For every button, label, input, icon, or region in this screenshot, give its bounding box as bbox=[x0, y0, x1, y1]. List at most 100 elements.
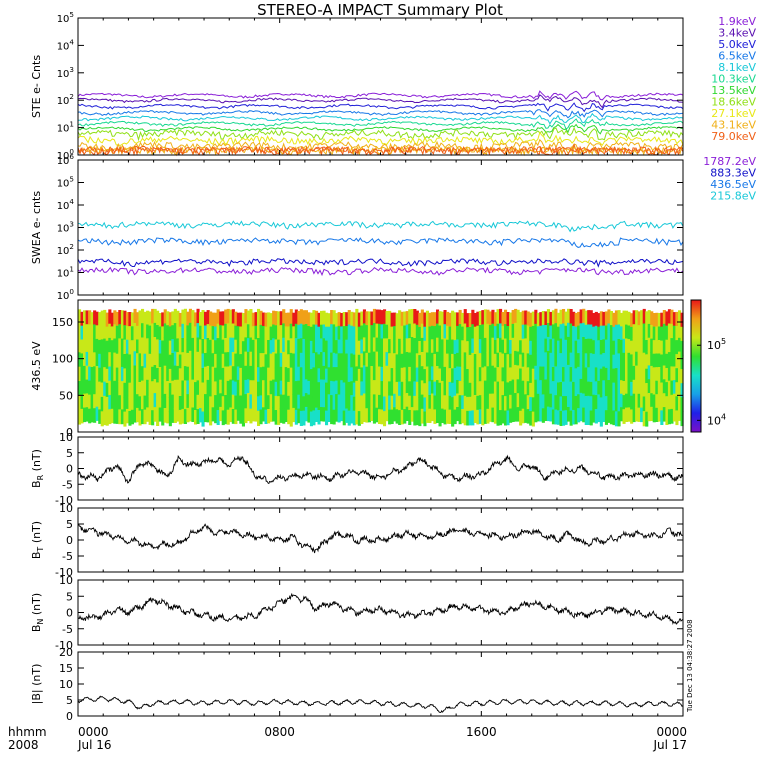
heatmap-cell bbox=[345, 353, 349, 368]
heatmap-cell bbox=[506, 396, 510, 412]
heatmap-cell bbox=[226, 352, 230, 368]
heatmap-cell bbox=[206, 407, 210, 423]
heatmap-cell bbox=[680, 411, 684, 427]
heatmap-cell bbox=[262, 339, 266, 354]
heatmap-cell bbox=[428, 312, 432, 328]
heatmap-cell bbox=[612, 396, 616, 412]
swea-ytick-label-base: 10 bbox=[57, 246, 70, 257]
heatmap-cell bbox=[219, 352, 223, 367]
heatmap-cell bbox=[521, 324, 525, 340]
heatmap-cell bbox=[317, 368, 321, 383]
heatmap-cell bbox=[325, 354, 329, 370]
heatmap-cell bbox=[471, 410, 475, 426]
ste-legend: 1.9keV3.4keV5.0keV6.5keV8.1keV10.3keV13.… bbox=[711, 15, 756, 143]
heatmap-cell bbox=[622, 381, 626, 396]
heatmap-cell bbox=[602, 366, 606, 381]
heatmap-cell bbox=[443, 324, 447, 339]
ste-ytick-label: 102 bbox=[57, 92, 74, 107]
heatmap-cell bbox=[267, 340, 271, 355]
heatmap-cell bbox=[524, 324, 528, 340]
heatmap-cell bbox=[582, 365, 586, 380]
heatmap-cell bbox=[340, 353, 344, 368]
heatmap-cell bbox=[216, 309, 220, 325]
heatmap-cell bbox=[423, 326, 427, 342]
heatmap-cell bbox=[481, 367, 485, 383]
heatmap-cell bbox=[541, 380, 545, 395]
heatmap-cell bbox=[385, 406, 389, 422]
heatmap-cell bbox=[352, 354, 356, 370]
heatmap-cell bbox=[602, 325, 606, 340]
heatmap-cell bbox=[461, 409, 465, 424]
heatmap-cell bbox=[380, 366, 384, 382]
heatmap-cell bbox=[289, 309, 293, 325]
heatmap-cell bbox=[620, 393, 624, 408]
heatmap-cell bbox=[141, 366, 145, 382]
heatmap-cell bbox=[680, 355, 684, 370]
heatmap-cell bbox=[204, 339, 208, 354]
heatmap-cell bbox=[178, 396, 182, 411]
heatmap-cell bbox=[496, 381, 500, 397]
heatmap-cell bbox=[337, 380, 341, 396]
heatmap-cell bbox=[365, 339, 369, 354]
heatmap-cell bbox=[335, 326, 339, 341]
heatmap-cell bbox=[637, 407, 641, 422]
heatmap-cell bbox=[549, 407, 553, 422]
heatmap-cell bbox=[529, 312, 533, 328]
heatmap-cell bbox=[302, 338, 306, 354]
heatmap-cell bbox=[393, 339, 397, 354]
heatmap-cell bbox=[516, 365, 520, 380]
heatmap-cell bbox=[612, 312, 616, 328]
heatmap-cell bbox=[607, 323, 611, 339]
heatmap-cell bbox=[483, 323, 487, 339]
heatmap-cell bbox=[292, 353, 296, 368]
heatmap-cell bbox=[559, 382, 563, 398]
heatmap-cell bbox=[609, 367, 613, 383]
heatmap-cell bbox=[640, 393, 644, 409]
heatmap-cell bbox=[239, 354, 243, 369]
heatmap-cell bbox=[143, 395, 147, 411]
heatmap-cell bbox=[143, 311, 147, 327]
heatmap-cell bbox=[645, 311, 649, 327]
heatmap-cell bbox=[650, 352, 654, 367]
heatmap-cell bbox=[516, 379, 520, 394]
heatmap-cell bbox=[529, 382, 533, 398]
heatmap-cell bbox=[118, 352, 122, 368]
heatmap-cell bbox=[234, 367, 238, 383]
heatmap-cell bbox=[667, 366, 671, 382]
heatmap-cell bbox=[211, 312, 215, 327]
heatmap-cell bbox=[322, 393, 326, 408]
heatmap-cell bbox=[257, 381, 261, 397]
heatmap-cell bbox=[151, 308, 155, 324]
heatmap-cell bbox=[347, 353, 351, 369]
heatmap-cell bbox=[509, 353, 513, 368]
heatmap-cell bbox=[476, 311, 480, 327]
heatmap-cell bbox=[194, 396, 198, 411]
heatmap-cell bbox=[670, 323, 674, 339]
heatmap-cell bbox=[647, 379, 651, 394]
heatmap-cell bbox=[665, 396, 669, 411]
heatmap-cell bbox=[385, 324, 389, 339]
heatmap-cell bbox=[446, 311, 450, 327]
heatmap-cell bbox=[146, 310, 150, 326]
heatmap-cell bbox=[428, 408, 432, 423]
heatmap-cell bbox=[345, 381, 349, 396]
heatmap-cell bbox=[90, 367, 94, 382]
heatmap-cell bbox=[587, 353, 591, 368]
heatmap-cell bbox=[244, 365, 248, 381]
heatmap-cell bbox=[352, 410, 356, 426]
heatmap-cell bbox=[279, 366, 283, 382]
heatmap-cell bbox=[83, 324, 87, 339]
heatmap-cell bbox=[481, 310, 485, 325]
heatmap-cell bbox=[443, 352, 447, 368]
heatmap-cell bbox=[166, 367, 170, 382]
heatmap-cell bbox=[657, 326, 661, 341]
heatmap-cell bbox=[320, 407, 324, 422]
heatmap-cell bbox=[289, 338, 293, 354]
heatmap-cell bbox=[302, 324, 306, 340]
bt-ytick-label: -5 bbox=[62, 550, 73, 563]
heatmap-cell bbox=[476, 339, 480, 355]
heatmap-cell bbox=[267, 409, 271, 424]
heatmap-cell bbox=[201, 353, 205, 369]
heatmap-cell bbox=[244, 309, 248, 324]
